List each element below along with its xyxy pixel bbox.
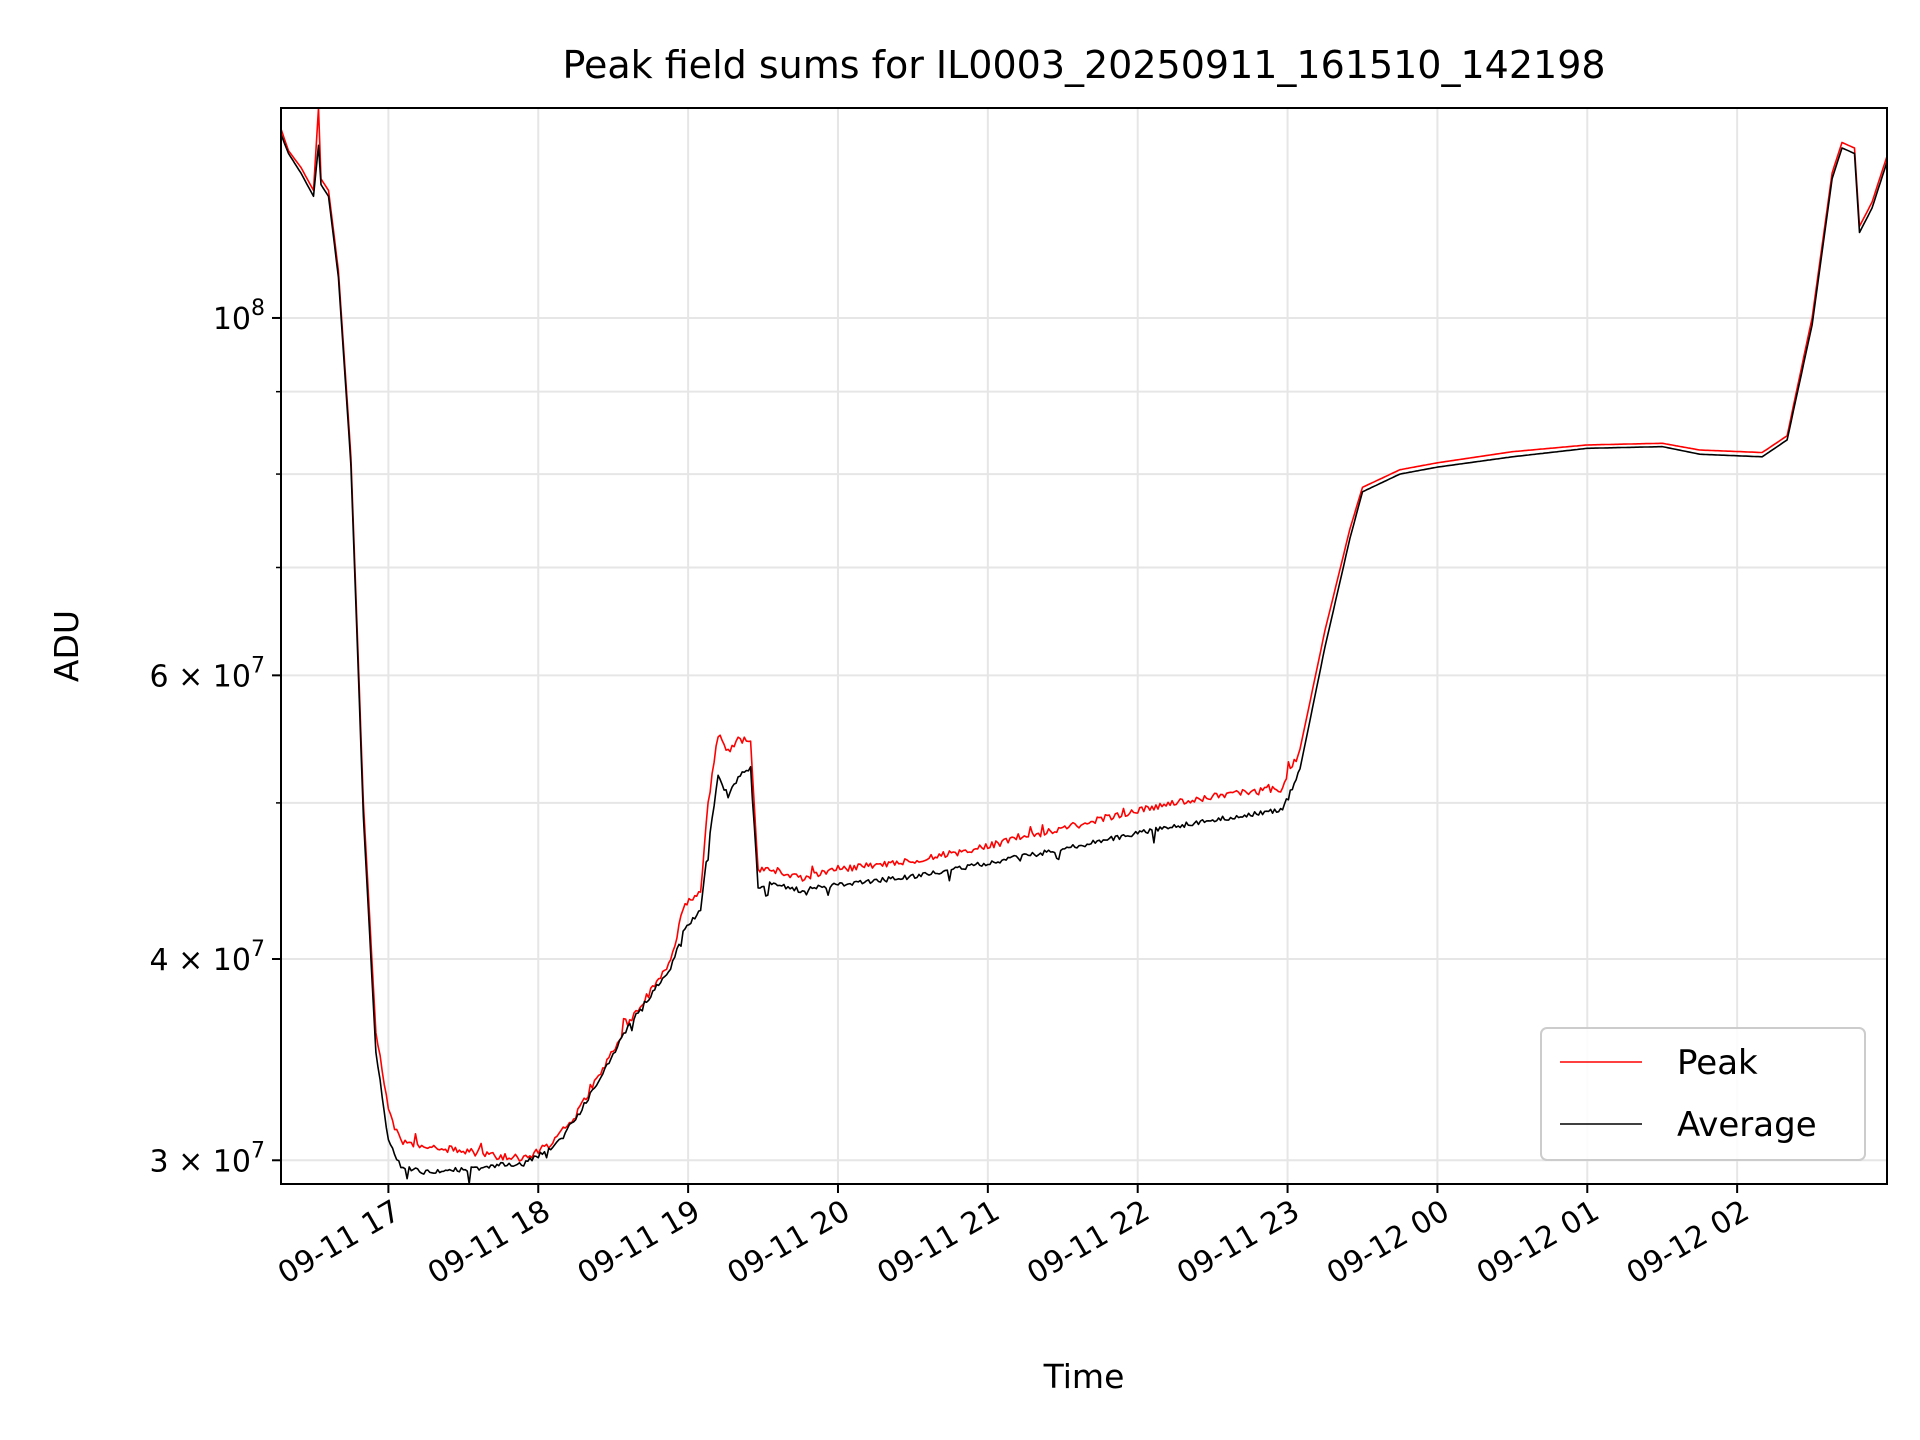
series-line-average <box>280 134 1888 1185</box>
legend-label-average: Average <box>1677 1105 1817 1145</box>
x-axis-label: Time <box>1043 1357 1125 1396</box>
series-layer <box>280 107 1888 1185</box>
plot-frame <box>280 107 1888 1185</box>
grid-layer <box>281 108 1887 1184</box>
y-axis-label: ADU <box>47 610 86 682</box>
legend-box <box>1540 1027 1866 1161</box>
series-line-peak <box>280 107 1888 1162</box>
y-tick-label: 6 × 107 <box>150 653 265 694</box>
y-tick-label: 3 × 107 <box>150 1138 265 1179</box>
y-tick-label: 4 × 107 <box>150 937 265 978</box>
y-tick-label: 108 <box>213 296 265 337</box>
chart-title: Peak field sums for IL0003_20250911_1615… <box>562 43 1605 87</box>
legend-label-peak: Peak <box>1677 1043 1758 1083</box>
legend: Peak Average <box>1540 1027 1866 1161</box>
